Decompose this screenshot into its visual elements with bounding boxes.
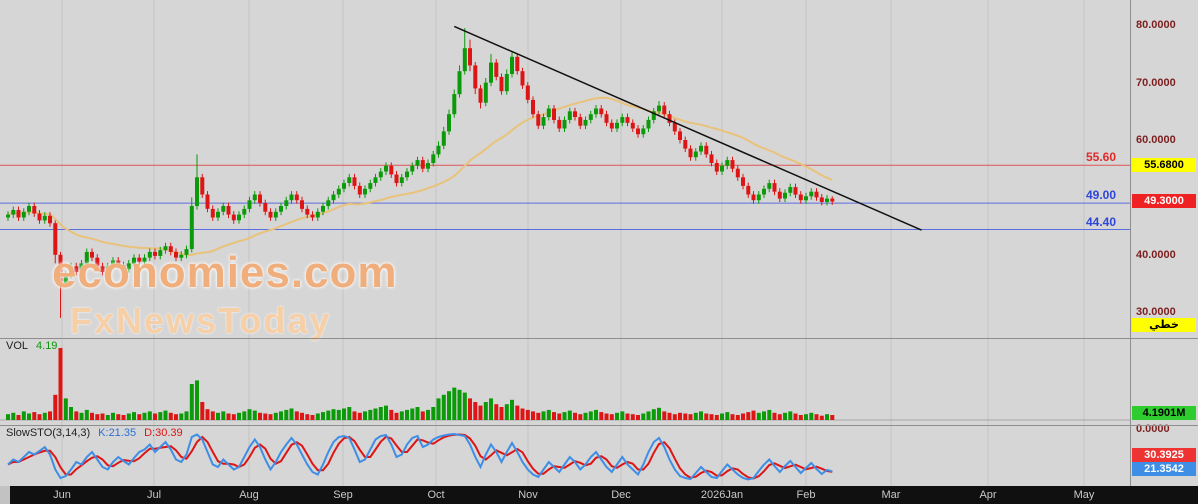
price-tick-label: 60.0000 bbox=[1136, 134, 1176, 146]
time-tick-label: Jun bbox=[53, 489, 71, 501]
sto-d-badge: 30.3925 bbox=[1132, 448, 1196, 462]
time-tick-label: Sep bbox=[333, 489, 353, 501]
last-price-badge: 49.3000 bbox=[1132, 194, 1196, 208]
chart-column: economies.com FxNewsToday 55.60 49.00 44.4… bbox=[0, 0, 1130, 486]
time-tick-label: Aug bbox=[239, 489, 259, 501]
stochastic-pane-label: SlowSTO(3,14,3) K:21.35 D:30.39 bbox=[6, 427, 183, 439]
time-tick-label: Mar bbox=[881, 489, 901, 501]
time-tick-label: Apr bbox=[979, 489, 997, 501]
stochastic-pane[interactable]: SlowSTO(3,14,3) K:21.35 D:30.39 bbox=[0, 425, 1130, 486]
price-tick-label: 40.0000 bbox=[1136, 249, 1176, 261]
price-tick-label: 0.0000 bbox=[1136, 423, 1170, 435]
price-level-label: 49.00 bbox=[1085, 188, 1116, 202]
price-tick-label: 30.0000 bbox=[1136, 306, 1176, 318]
level-price-badge: 55.6800 bbox=[1132, 158, 1196, 172]
time-tick-label: Feb bbox=[796, 489, 816, 501]
pane-divider[interactable] bbox=[0, 425, 1198, 426]
stochastic-chart[interactable] bbox=[0, 425, 1130, 486]
scale-type-badge[interactable]: خطي bbox=[1132, 318, 1196, 332]
volume-bars-chart[interactable] bbox=[0, 338, 1130, 425]
volume-indicator-value: 4.19 bbox=[36, 340, 58, 352]
volume-indicator-name: VOL bbox=[6, 340, 29, 352]
price-tick-label: 80.0000 bbox=[1136, 19, 1176, 31]
pane-divider[interactable] bbox=[0, 338, 1198, 339]
time-tick-label: May bbox=[1073, 489, 1095, 501]
time-axis[interactable]: Jun Jul Aug Sep Oct Nov Dec 2026Jan Feb Mar Apr May bbox=[0, 486, 1198, 504]
price-level-label: 55.60 bbox=[1085, 150, 1116, 164]
sto-k-badge: 21.3542 bbox=[1132, 462, 1196, 476]
stochastic-d-value: D:30.39 bbox=[144, 427, 183, 439]
time-tick-label: 2026Jan bbox=[700, 489, 744, 501]
volume-pane[interactable]: VOL 4.19 bbox=[0, 338, 1130, 425]
time-tick-label: Oct bbox=[427, 489, 445, 501]
price-axis[interactable]: 80.0000 70.0000 60.0000 40.0000 30.0000 0.000… bbox=[1131, 0, 1198, 486]
price-tick-label: 70.0000 bbox=[1136, 77, 1176, 89]
volume-pane-label: VOL 4.19 bbox=[6, 340, 57, 352]
scrollbar-corner[interactable] bbox=[0, 486, 10, 504]
stochastic-indicator-name: SlowSTO(3,14,3) bbox=[6, 427, 91, 439]
volume-value-badge: 4.1901M bbox=[1132, 406, 1196, 420]
time-tick-label: Jul bbox=[146, 489, 162, 501]
time-tick-label: Nov bbox=[518, 489, 538, 501]
stochastic-k-value: K:21.35 bbox=[98, 427, 137, 439]
axis-divider bbox=[1130, 0, 1131, 486]
price-level-label: 44.40 bbox=[1085, 215, 1116, 229]
time-tick-label: Dec bbox=[611, 489, 631, 501]
candlestick-chart[interactable] bbox=[0, 0, 1130, 338]
price-pane[interactable]: economies.com FxNewsToday 55.60 49.00 44.4… bbox=[0, 0, 1130, 341]
